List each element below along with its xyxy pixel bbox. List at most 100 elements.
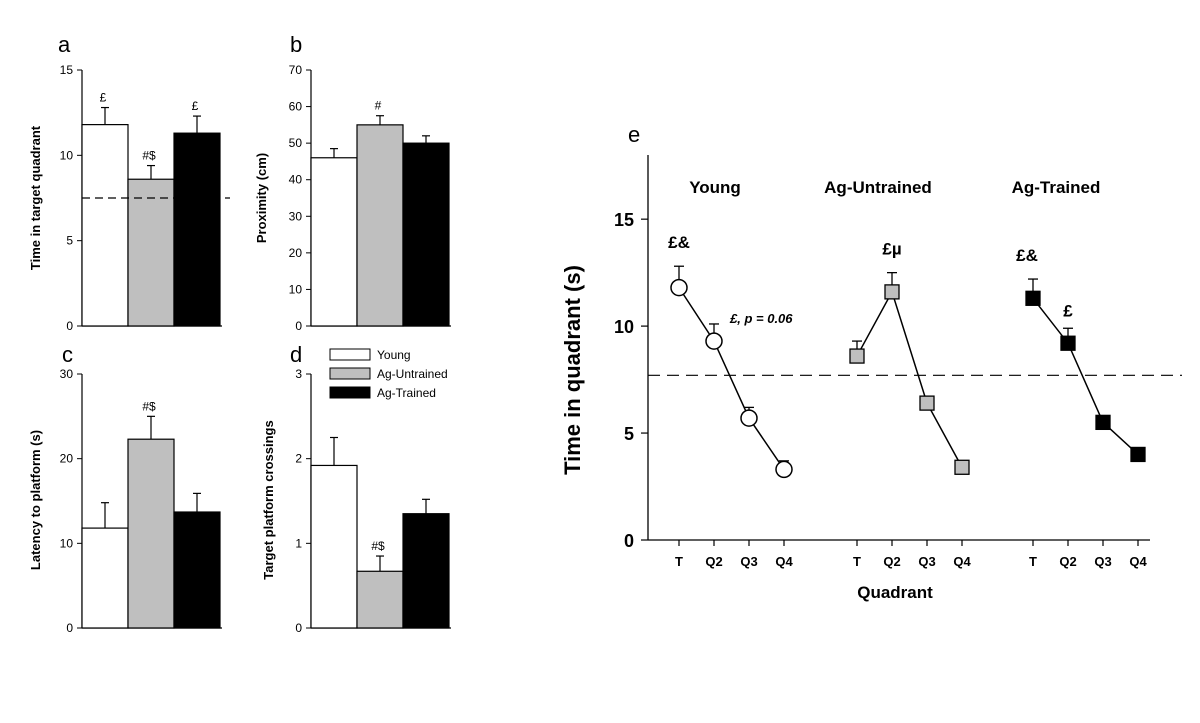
bar-a-young	[81, 124, 129, 327]
legend-label-ag-untrained: Ag-Untrained	[377, 367, 448, 381]
x-tick-label-e: Q4	[775, 554, 793, 569]
x-tick-label-e: T	[675, 554, 683, 569]
significance-label-e: £, p = 0.06	[729, 311, 793, 326]
significance-label-a: £	[192, 99, 199, 113]
y-tick-label-b: 40	[289, 173, 303, 187]
x-tick-label-e: Q2	[883, 554, 900, 569]
data-point-ag-trained	[1130, 446, 1146, 463]
panel-b: 0 10 20 30 40 50 60 70 #	[289, 63, 451, 333]
bar-d-ag-untrained	[356, 570, 404, 629]
series-young: £& £, p = 0.06	[668, 233, 793, 479]
significance-label-b: #	[375, 99, 382, 113]
data-point-young	[670, 278, 688, 297]
y-tick-label-a: 15	[60, 63, 74, 77]
data-point-ag-trained	[1095, 414, 1111, 431]
y-tick-label-a: 10	[60, 148, 74, 162]
y-tick-label-c: 30	[60, 367, 74, 381]
significance-label-a: £	[100, 91, 107, 105]
bar-c-ag-trained	[173, 511, 221, 629]
panel-label-b: b	[290, 32, 302, 57]
bar-c-ag-untrained	[127, 438, 175, 629]
data-point-young	[705, 332, 723, 350]
data-point-ag-trained	[1060, 335, 1076, 351]
panel-label-d: d	[290, 342, 302, 367]
y-tick-label-c: 10	[60, 536, 74, 550]
data-point-ag-untrained	[849, 348, 865, 364]
y-tick-label-b: 0	[295, 319, 302, 333]
x-tick-label-e: Q3	[918, 554, 935, 569]
data-point-young	[775, 460, 793, 479]
y-tick-label-e: 15	[614, 210, 634, 230]
x-tick-label-e: T	[853, 554, 861, 569]
series-line-ag-untrained	[856, 289, 963, 468]
ylabel-a: Time in target quadrant	[28, 125, 43, 270]
panel-e: 0 5 10 15 £& £, p = 0.06 T Q2 Q3 Q4 £µ T Q2 Q3 Q4 £& £ T Q…	[614, 155, 1182, 569]
y-tick-label-d: 0	[295, 621, 302, 635]
legend-swatch-ag-trained	[329, 386, 371, 399]
ylabel-d: Target platform crossings	[261, 420, 276, 579]
bar-c-young	[81, 527, 129, 629]
bar-d-young	[310, 464, 358, 629]
y-tick-label-b: 30	[289, 209, 303, 223]
group-title-young: Young	[689, 178, 741, 197]
panel-c: 0 10 20 30 #$	[60, 367, 222, 635]
y-tick-label-b: 70	[289, 63, 303, 77]
x-tick-label-e: T	[1029, 554, 1037, 569]
y-tick-label-e: 0	[624, 531, 634, 551]
data-point-ag-trained	[1025, 290, 1041, 306]
ylabel-c: Latency to platform (s)	[28, 430, 43, 570]
significance-label-c: #$	[142, 399, 156, 413]
significance-label-e: £	[1063, 301, 1073, 320]
panel-label-e: e	[628, 122, 640, 147]
data-point-ag-untrained	[884, 284, 900, 300]
data-point-ag-untrained	[919, 395, 935, 411]
legend-swatch-ag-untrained	[329, 367, 371, 380]
y-tick-label-d: 1	[295, 536, 302, 550]
x-tick-label-e: Q2	[705, 554, 722, 569]
significance-label-e: £&	[668, 233, 690, 252]
x-tick-label-e: Q4	[1129, 554, 1147, 569]
panel-d: 0 1 2 3 #$	[295, 367, 451, 635]
x-tick-label-e: Q3	[1094, 554, 1111, 569]
bar-a-ag-trained	[173, 132, 221, 327]
ylabel-b: Proximity (cm)	[254, 153, 269, 243]
bar-b-ag-untrained	[356, 124, 404, 327]
ylabel-e: Time in quadrant (s)	[560, 265, 585, 475]
y-tick-label-d: 2	[295, 452, 302, 466]
y-tick-label-a: 0	[66, 319, 73, 333]
bar-b-young	[310, 157, 358, 327]
group-title-ag-trained: Ag-Trained	[1012, 178, 1101, 197]
panel-a: 0 5 10 15 £ #$ £	[60, 63, 230, 333]
significance-label-d: #$	[371, 539, 385, 553]
y-tick-label-e: 5	[624, 424, 634, 444]
legend-label-young: Young	[377, 348, 411, 362]
group-title-ag-untrained: Ag-Untrained	[824, 178, 932, 197]
significance-label-e: £&	[1016, 246, 1038, 265]
significance-label-e: £µ	[882, 240, 901, 259]
bar-panels: 0 5 10 15 £ #$ £0 10 20 30 40 50 60 70 #0 10 20 30 #$ 0 1 2 3 #…	[60, 63, 451, 635]
series-line-ag-trained	[1032, 297, 1139, 455]
data-point-ag-untrained	[954, 459, 970, 475]
series-ag-trained: £& £	[1016, 246, 1146, 463]
y-tick-label-b: 60	[289, 100, 303, 114]
x-tick-label-e: Q2	[1059, 554, 1076, 569]
line-panel: 0 5 10 15 £& £, p = 0.06 T Q2 Q3 Q4 £µ T Q2 Q3 Q4 £& £ T Q…	[614, 155, 1182, 569]
y-tick-label-c: 20	[60, 452, 74, 466]
bar-a-ag-untrained	[127, 178, 175, 327]
x-tick-label-e: Q4	[953, 554, 971, 569]
bar-b-ag-trained	[402, 142, 450, 327]
y-tick-label-a: 5	[66, 234, 73, 248]
y-tick-label-b: 20	[289, 246, 303, 260]
x-tick-label-e: Q3	[740, 554, 757, 569]
series-ag-untrained: £µ	[849, 240, 970, 475]
legend-swatch-young	[329, 348, 371, 361]
series-line-young	[678, 287, 785, 470]
y-tick-label-b: 10	[289, 282, 303, 296]
panel-label-a: a	[58, 32, 71, 57]
y-tick-label-b: 50	[289, 136, 303, 150]
y-tick-label-d: 3	[295, 367, 302, 381]
significance-label-a: #$	[142, 149, 156, 163]
panel-label-c: c	[62, 342, 73, 367]
y-tick-label-c: 0	[66, 621, 73, 635]
